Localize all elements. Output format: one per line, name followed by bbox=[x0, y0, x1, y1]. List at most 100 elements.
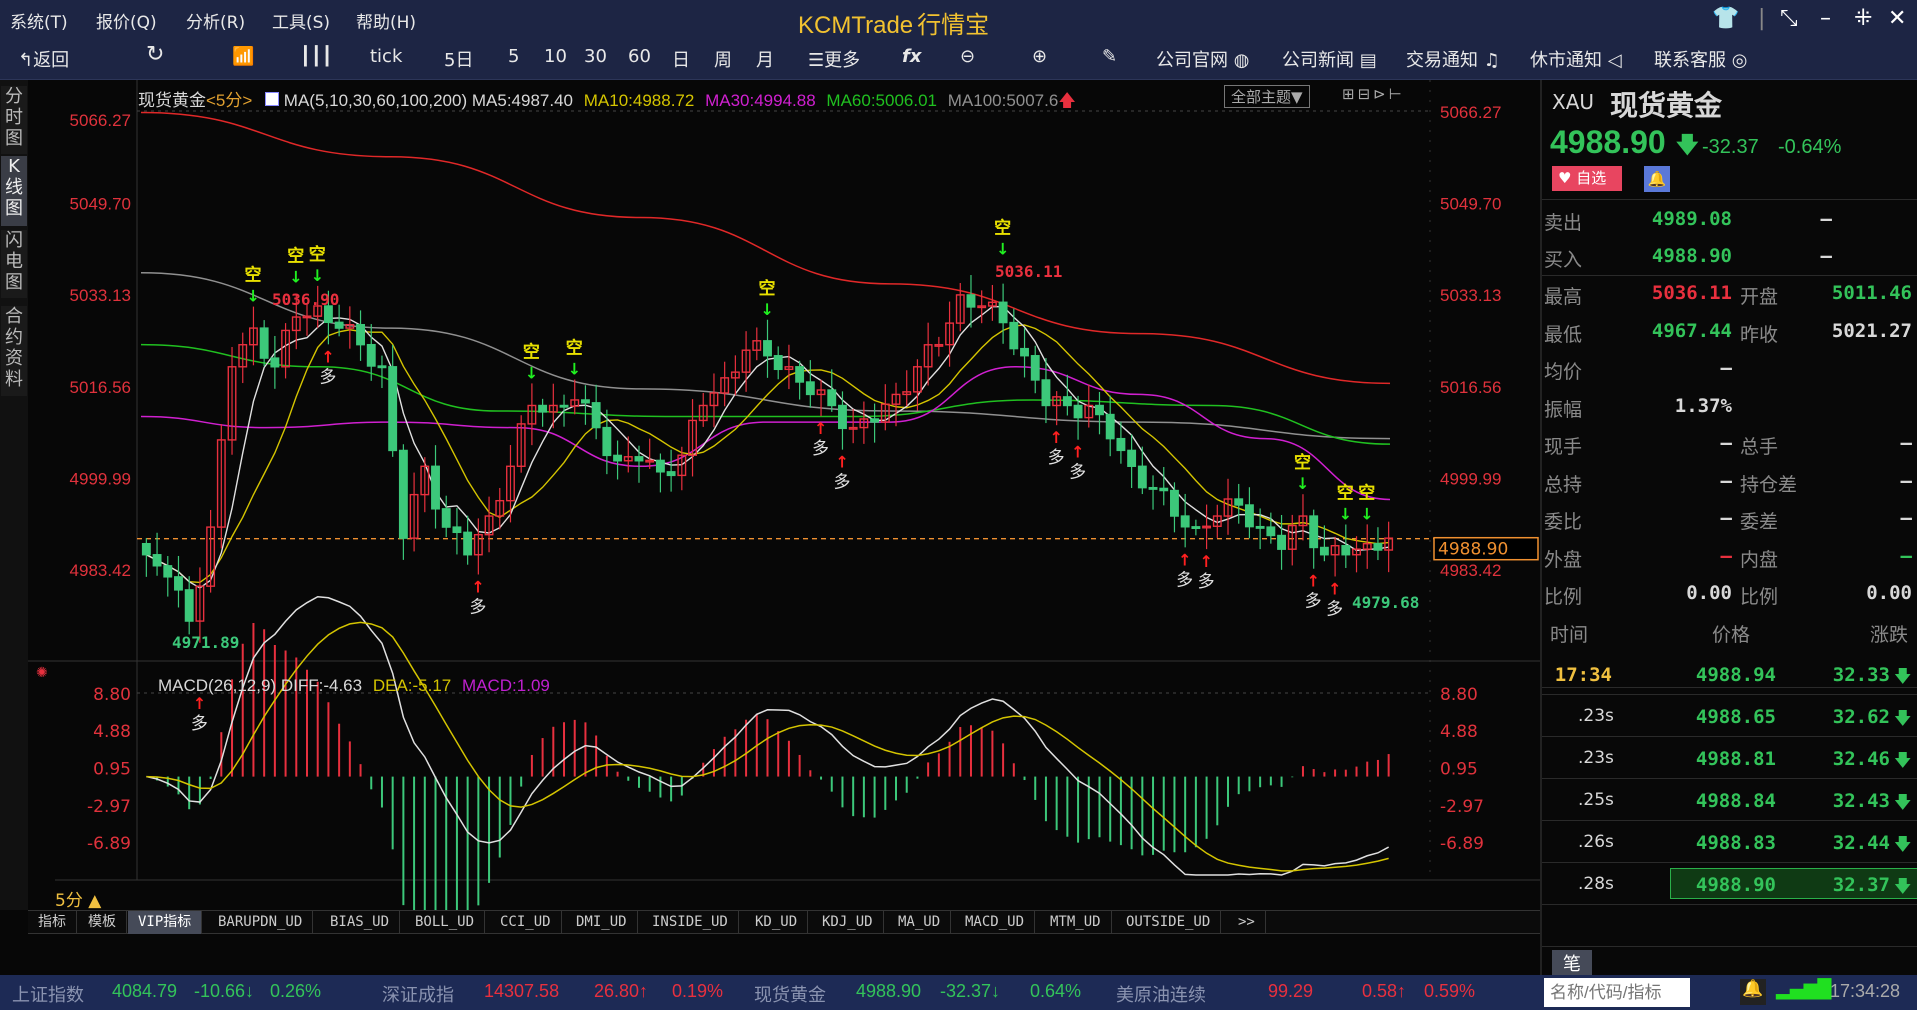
indicator-tab[interactable]: VIP指标 bbox=[128, 911, 203, 934]
value: — bbox=[1720, 544, 1732, 567]
price-tick-left: 5066.27 bbox=[70, 111, 131, 130]
tab-time-sharing[interactable]: 分时图 bbox=[1, 86, 27, 154]
link-closure-notice[interactable]: 休市通知 ◁ bbox=[1530, 50, 1622, 71]
sell-arrow-icon: ↓ bbox=[311, 266, 324, 285]
heart-icon: ♥ bbox=[1558, 169, 1572, 187]
candle bbox=[623, 436, 633, 473]
tab-ticks[interactable]: 笔 bbox=[1552, 950, 1592, 975]
link-company-news[interactable]: 公司新闻 ▤ bbox=[1282, 50, 1377, 71]
label: 均价 bbox=[1544, 361, 1583, 383]
candle bbox=[506, 445, 515, 523]
menu-tools[interactable]: 工具(S) bbox=[272, 13, 331, 33]
back-button[interactable]: ↰返回 bbox=[18, 50, 70, 71]
indicator-tab[interactable]: >> bbox=[1228, 911, 1266, 934]
search-input[interactable] bbox=[1544, 978, 1690, 1007]
arrow-up-icon: 🡅 bbox=[1058, 91, 1076, 110]
ticker-name[interactable]: 上证指数 bbox=[12, 985, 84, 1005]
close-icon[interactable]: ✕ bbox=[1888, 6, 1907, 31]
minimize-icon[interactable]: – bbox=[1820, 6, 1831, 31]
indicator-tab[interactable]: INSIDE_UD bbox=[642, 911, 739, 934]
buy-arrow-icon: ↑ bbox=[814, 419, 827, 438]
candle-body bbox=[859, 418, 869, 429]
candle bbox=[1255, 508, 1265, 550]
candle-body bbox=[891, 393, 901, 405]
maximize-icon[interactable]: ⁜ bbox=[1854, 6, 1873, 31]
period-selector[interactable]: 5分 ▲ bbox=[55, 891, 102, 911]
indicator-tab[interactable]: KDJ_UD bbox=[812, 911, 884, 934]
menu-system[interactable]: 系统(T) bbox=[10, 13, 68, 33]
candle-body bbox=[805, 381, 815, 396]
compact-icon[interactable]: ⤡ bbox=[1780, 6, 1798, 31]
kline-chart[interactable]: 4988.90 5066.27 5066.27 5049.70 5049.70 5033.… bbox=[0, 80, 1540, 911]
indicator-tab[interactable]: 指标 bbox=[28, 911, 77, 934]
menu-analysis[interactable]: 分析(R) bbox=[186, 13, 246, 33]
indicator-tab[interactable]: KD_UD bbox=[745, 911, 809, 934]
candlestick-icon[interactable]: ┃┃┃ bbox=[300, 46, 333, 67]
ma100-value: MA100:5007.6 bbox=[947, 91, 1059, 110]
chart-canvas[interactable]: 4988.90 5066.27 5066.27 5049.70 5049.70 5033.… bbox=[0, 80, 1540, 910]
menu-help[interactable]: 帮助(H) bbox=[356, 13, 417, 33]
zoom-in-icon[interactable]: ⊕ bbox=[1032, 46, 1048, 67]
skin-icon[interactable]: 👕 bbox=[1712, 6, 1740, 31]
ma-icon[interactable] bbox=[265, 92, 280, 106]
candle bbox=[206, 509, 216, 593]
candle-body bbox=[880, 403, 890, 423]
period-0[interactable]: tick bbox=[370, 46, 403, 67]
link-customer-service[interactable]: 联系客服 ◎ bbox=[1654, 50, 1748, 71]
tab-kline[interactable]: K线图 bbox=[1, 156, 27, 226]
indicator-tab[interactable]: MTM_UD bbox=[1040, 911, 1112, 934]
menu-quote[interactable]: 报价(Q) bbox=[96, 13, 157, 33]
candle-body bbox=[1244, 504, 1254, 528]
period-1[interactable]: 5日 bbox=[444, 50, 474, 71]
period-8[interactable]: 月 bbox=[756, 50, 774, 71]
value: — bbox=[1900, 507, 1912, 529]
link-company-site[interactable]: 公司官网 ◍ bbox=[1156, 50, 1250, 71]
theme-select[interactable]: 全部主题▼ bbox=[1224, 85, 1310, 108]
refresh-icon[interactable]: ↻ bbox=[146, 42, 165, 67]
candle bbox=[987, 284, 997, 321]
candle-body bbox=[323, 305, 333, 324]
indicator-tab[interactable]: CCI_UD bbox=[490, 911, 562, 934]
indicator-chart-icon[interactable]: 📶 bbox=[232, 46, 255, 67]
ticker-name[interactable]: 现货黄金 bbox=[754, 985, 826, 1005]
indicator-tab[interactable]: OUTSIDE_UD bbox=[1116, 911, 1222, 934]
period-2[interactable]: 5 bbox=[508, 46, 520, 67]
candle bbox=[1020, 327, 1029, 378]
alert-bell-button[interactable]: 🔔 bbox=[1644, 166, 1670, 192]
candle-body bbox=[698, 404, 708, 422]
indicator-tab[interactable]: DMI_UD bbox=[566, 911, 638, 934]
ticker-change: -10.66↓ bbox=[194, 981, 255, 1001]
candle bbox=[548, 383, 558, 429]
indicator-tab[interactable]: BOLL_UD bbox=[405, 911, 486, 934]
period-3[interactable]: 10 bbox=[544, 46, 567, 67]
period-5[interactable]: 60 bbox=[628, 46, 651, 67]
period-4[interactable]: 30 bbox=[584, 46, 607, 67]
draw-pen-icon[interactable]: ✎ bbox=[1102, 46, 1118, 67]
candle bbox=[698, 392, 708, 427]
favorite-button[interactable]: ♥ 自选 bbox=[1552, 166, 1622, 191]
indicator-tab[interactable]: BARUPDN_UD bbox=[208, 911, 314, 934]
chart-layout-icons[interactable]: ⊞⊟⊳⊢ bbox=[1342, 85, 1405, 103]
indicator-tab[interactable]: MA_UD bbox=[888, 911, 952, 934]
indicator-tab[interactable]: 模板 bbox=[78, 911, 127, 934]
indicator-tab[interactable]: MACD_UD bbox=[955, 911, 1036, 934]
period-6[interactable]: 日 bbox=[672, 50, 690, 71]
tab-contract-info[interactable]: 合约资料 bbox=[1, 306, 27, 396]
zoom-out-icon[interactable]: ⊖ bbox=[960, 46, 976, 67]
candle-body bbox=[1362, 542, 1372, 550]
link-trade-notice[interactable]: 交易通知 ♫ bbox=[1406, 50, 1500, 71]
formula-icon[interactable]: fx bbox=[902, 46, 922, 67]
notification-bell-icon[interactable]: 🔔 bbox=[1740, 979, 1766, 1005]
indicator-tab[interactable]: BIAS_UD bbox=[320, 911, 401, 934]
period-7[interactable]: 周 bbox=[714, 50, 732, 71]
ticker-price: 4988.90 bbox=[856, 981, 922, 1001]
ticker-price: 4084.79 bbox=[112, 981, 178, 1001]
tab-flash[interactable]: 闪电图 bbox=[1, 230, 27, 298]
arrow-down-icon: 🡇 bbox=[1894, 709, 1912, 729]
ticker-name[interactable]: 深证成指 bbox=[382, 985, 454, 1005]
more-button[interactable]: ☰更多 bbox=[808, 50, 861, 71]
ticker-name[interactable]: 美原油连续 bbox=[1116, 985, 1206, 1005]
candle-body bbox=[1384, 537, 1394, 551]
indicator-settings-icon[interactable]: ✺ bbox=[36, 665, 48, 681]
candle-body bbox=[377, 365, 387, 369]
